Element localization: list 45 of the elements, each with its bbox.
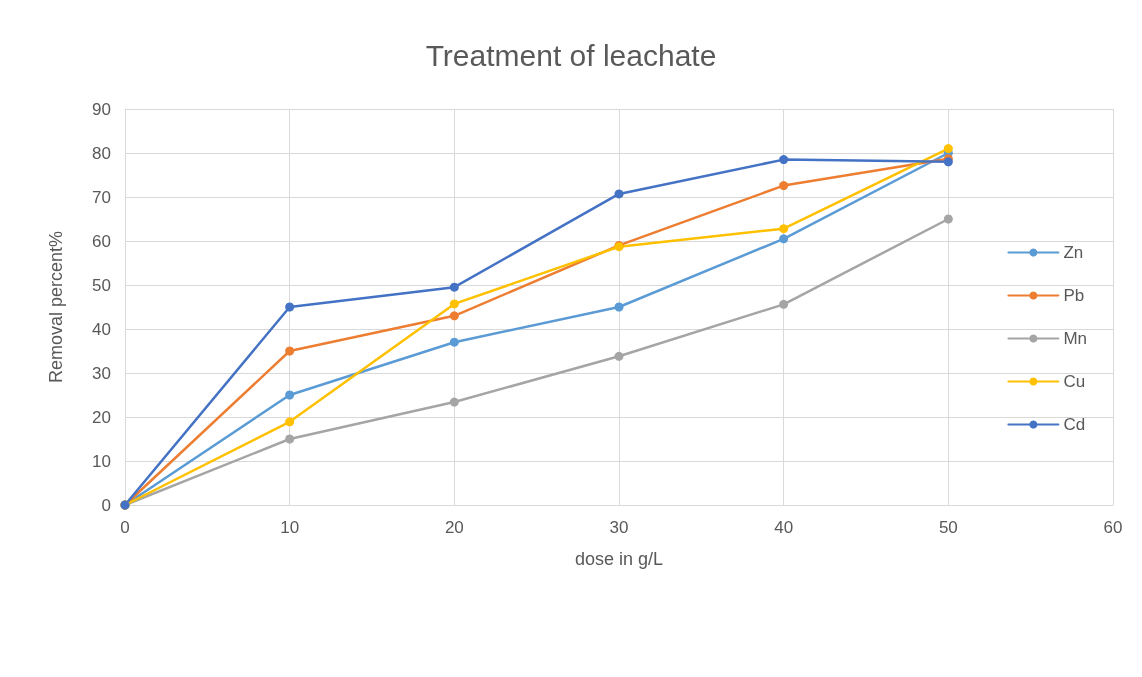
point bbox=[285, 417, 295, 427]
x-tick-label: 50 bbox=[938, 518, 958, 537]
point bbox=[449, 282, 459, 292]
point bbox=[779, 299, 789, 309]
y-tick-label: 80 bbox=[92, 143, 111, 163]
y-tick-label: 40 bbox=[92, 319, 111, 339]
point bbox=[449, 311, 459, 321]
legend-label: Pb bbox=[1063, 286, 1085, 305]
point bbox=[285, 346, 295, 356]
x-tick-label: 10 bbox=[280, 518, 300, 537]
legend-label: Mn bbox=[1063, 329, 1088, 348]
point bbox=[285, 390, 295, 400]
legend-label: Cu bbox=[1063, 372, 1086, 391]
x-axis-title: dose in g/L bbox=[574, 549, 664, 569]
point bbox=[943, 144, 953, 154]
y-tick-label: 20 bbox=[92, 407, 111, 427]
point bbox=[614, 302, 624, 312]
point bbox=[779, 224, 789, 234]
x-tick-label: 60 bbox=[1103, 518, 1123, 537]
x-tick-label: 0 bbox=[120, 518, 130, 537]
y-tick-label: 10 bbox=[92, 451, 111, 471]
legend-label: Cd bbox=[1063, 415, 1086, 434]
y-tick-label: 50 bbox=[92, 275, 111, 295]
point bbox=[285, 434, 295, 444]
point bbox=[943, 214, 953, 224]
point bbox=[779, 155, 789, 165]
point bbox=[449, 397, 459, 407]
legend-label: Zn bbox=[1063, 243, 1084, 262]
x-tick-label: 30 bbox=[609, 518, 629, 537]
point bbox=[779, 181, 789, 191]
x-tick-label: 40 bbox=[774, 518, 794, 537]
point bbox=[779, 234, 789, 244]
point bbox=[614, 351, 624, 361]
point bbox=[449, 299, 459, 309]
y-tick-label: 60 bbox=[92, 231, 111, 251]
y-tick-label: 90 bbox=[92, 99, 111, 119]
point bbox=[449, 337, 459, 347]
y-axis-title: Removal percent% bbox=[46, 230, 66, 384]
y-tick-label: 70 bbox=[92, 187, 111, 207]
point bbox=[285, 302, 295, 312]
y-tick-label: 0 bbox=[101, 495, 111, 515]
point bbox=[614, 189, 624, 199]
x-tick-label: 20 bbox=[444, 518, 464, 537]
chart-title: Treatment of leachate bbox=[425, 38, 717, 72]
y-tick-label: 30 bbox=[92, 363, 111, 383]
